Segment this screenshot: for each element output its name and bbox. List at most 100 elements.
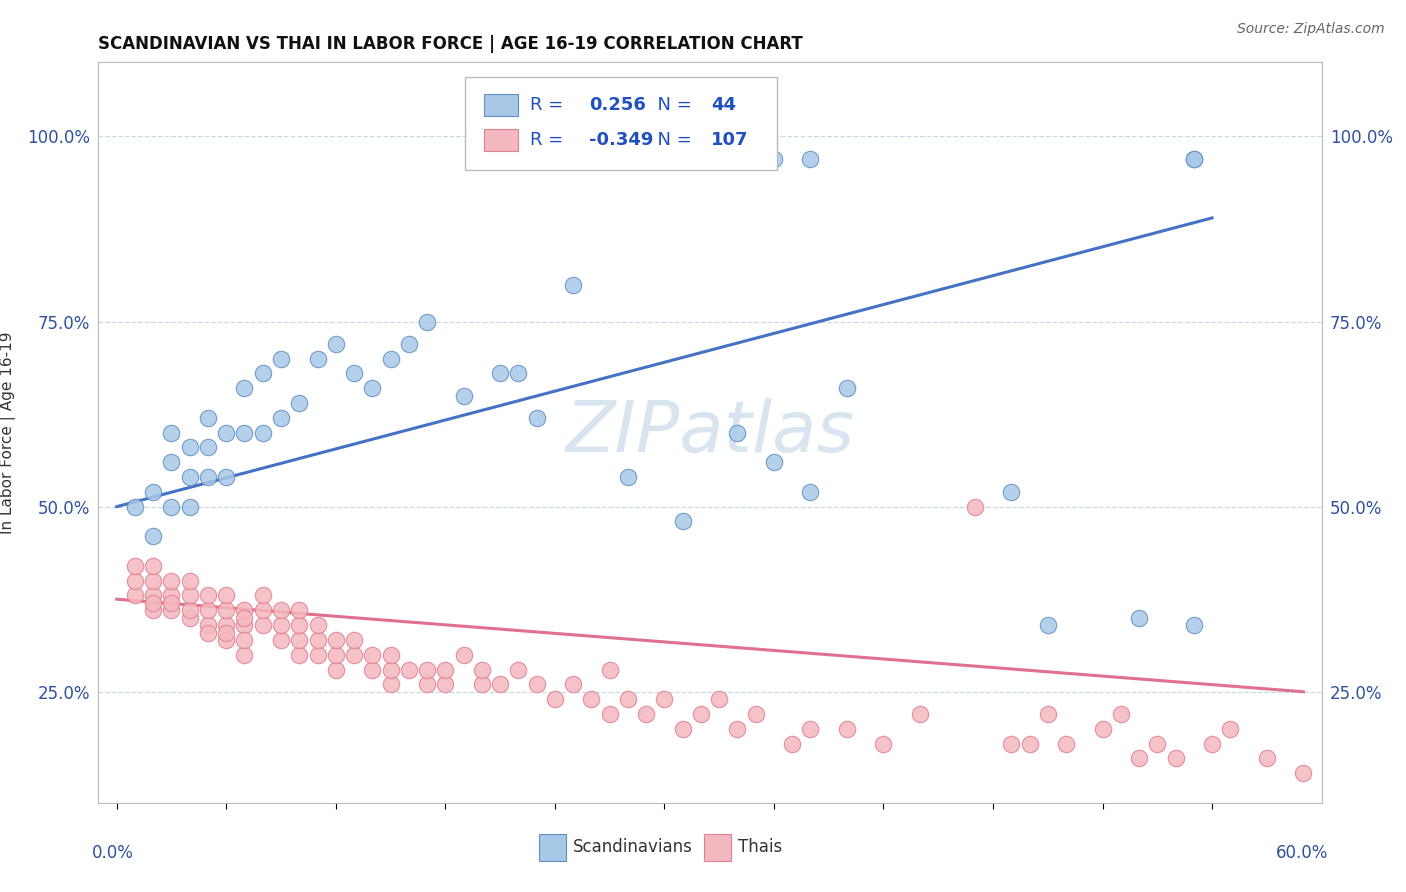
Point xyxy=(707,692,730,706)
Point xyxy=(215,603,238,617)
Point xyxy=(343,367,366,381)
Point xyxy=(160,455,183,469)
Point xyxy=(179,611,201,625)
Text: N =: N = xyxy=(647,131,697,149)
Point xyxy=(908,706,931,721)
Point xyxy=(1182,152,1205,166)
Point xyxy=(636,706,658,721)
Point xyxy=(288,396,311,410)
Point xyxy=(142,574,165,588)
Point xyxy=(398,663,420,677)
Point xyxy=(361,663,384,677)
Point xyxy=(325,648,347,662)
Point xyxy=(142,596,165,610)
Point xyxy=(233,632,256,647)
Point xyxy=(233,425,256,440)
Point xyxy=(233,603,256,617)
Point xyxy=(252,367,274,381)
Text: Source: ZipAtlas.com: Source: ZipAtlas.com xyxy=(1237,22,1385,37)
Point xyxy=(1219,722,1241,736)
Point xyxy=(1109,706,1132,721)
Text: -0.349: -0.349 xyxy=(589,131,654,149)
Point xyxy=(215,589,238,603)
Point xyxy=(160,589,183,603)
Point xyxy=(544,692,567,706)
Point xyxy=(380,648,402,662)
Point xyxy=(1000,737,1022,751)
Point xyxy=(508,663,530,677)
Point xyxy=(1036,706,1059,721)
Point xyxy=(835,381,858,395)
Point xyxy=(489,677,512,691)
Text: 0.0%: 0.0% xyxy=(93,844,134,862)
Point xyxy=(380,663,402,677)
Point xyxy=(380,351,402,366)
Point xyxy=(325,663,347,677)
Point xyxy=(215,425,238,440)
Point xyxy=(434,677,457,691)
FancyBboxPatch shape xyxy=(484,94,517,116)
Point xyxy=(160,574,183,588)
FancyBboxPatch shape xyxy=(538,834,565,861)
Point xyxy=(325,632,347,647)
Point xyxy=(1164,751,1187,765)
Point xyxy=(725,152,748,166)
Point xyxy=(599,706,621,721)
Text: N =: N = xyxy=(647,95,697,113)
Point xyxy=(307,351,329,366)
Point xyxy=(672,152,695,166)
Point xyxy=(562,277,585,292)
Point xyxy=(1146,737,1168,751)
FancyBboxPatch shape xyxy=(704,834,731,861)
Point xyxy=(288,632,311,647)
Point xyxy=(617,470,640,484)
Point xyxy=(872,737,894,751)
Point xyxy=(160,500,183,514)
Point xyxy=(197,603,219,617)
Text: Scandinavians: Scandinavians xyxy=(574,838,693,856)
Point xyxy=(1128,611,1150,625)
Point xyxy=(526,410,548,425)
Text: R =: R = xyxy=(530,95,569,113)
FancyBboxPatch shape xyxy=(465,78,778,169)
Point xyxy=(762,455,785,469)
Point xyxy=(179,574,201,588)
Point xyxy=(1292,766,1315,780)
Point xyxy=(215,632,238,647)
Point xyxy=(252,603,274,617)
Point xyxy=(215,470,238,484)
Point xyxy=(453,648,475,662)
Point xyxy=(434,663,457,677)
Point xyxy=(233,618,256,632)
Point xyxy=(270,618,292,632)
Point xyxy=(471,663,494,677)
Point xyxy=(835,722,858,736)
Point xyxy=(508,367,530,381)
Point xyxy=(1091,722,1114,736)
Point xyxy=(160,603,183,617)
Point xyxy=(562,152,585,166)
Point xyxy=(325,336,347,351)
Text: ZIPatlas: ZIPatlas xyxy=(565,398,855,467)
Point xyxy=(762,152,785,166)
Point xyxy=(307,618,329,632)
Point xyxy=(1054,737,1077,751)
Point xyxy=(233,381,256,395)
Point xyxy=(471,677,494,691)
Text: 44: 44 xyxy=(711,95,737,113)
Point xyxy=(416,677,439,691)
Point xyxy=(1201,737,1223,751)
Text: Thais: Thais xyxy=(738,838,782,856)
Point xyxy=(288,618,311,632)
Point xyxy=(252,618,274,632)
Text: SCANDINAVIAN VS THAI IN LABOR FORCE | AGE 16-19 CORRELATION CHART: SCANDINAVIAN VS THAI IN LABOR FORCE | AG… xyxy=(98,35,803,53)
Point xyxy=(307,648,329,662)
Point xyxy=(142,603,165,617)
Point xyxy=(179,589,201,603)
Point xyxy=(197,625,219,640)
Point xyxy=(142,484,165,499)
Point xyxy=(562,677,585,691)
Point xyxy=(380,677,402,691)
Point xyxy=(672,722,695,736)
Point xyxy=(799,152,821,166)
